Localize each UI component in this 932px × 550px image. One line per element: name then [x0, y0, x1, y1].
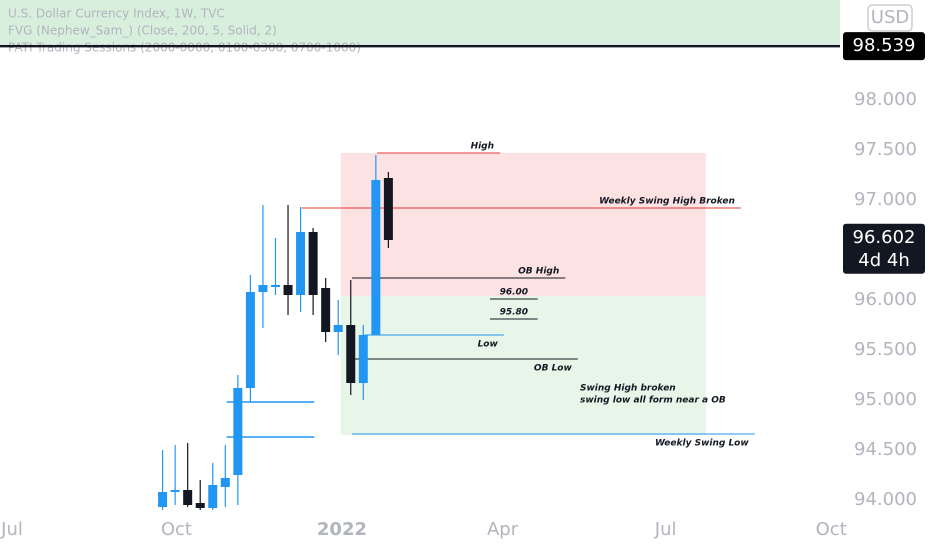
y-tick-label: 95.500	[854, 339, 917, 360]
candle-body	[220, 478, 230, 487]
annotation-label: Weekly Swing High Broken	[599, 197, 735, 207]
candle-body	[195, 503, 205, 508]
x-tick-label: Jul	[0, 519, 23, 540]
x-tick-label: Apr	[487, 519, 519, 540]
x-tick-label: 2022	[317, 519, 367, 540]
legend-indicator: PATI Trading Sessions (2000-0000, 0100-0…	[8, 41, 361, 55]
candle-body	[321, 288, 331, 332]
note: Swing High broken	[580, 384, 676, 394]
annotation-label: Weekly Swing Low	[655, 439, 749, 449]
candle-body	[333, 325, 343, 332]
legend-title: U.S. Dollar Currency Index, 1W, TVC	[8, 7, 225, 21]
y-tick-label: 95.000	[854, 389, 917, 410]
countdown: 4d 4h	[858, 250, 909, 271]
price-tag-label: 98.539	[853, 35, 916, 56]
candle-body	[245, 292, 255, 388]
candle-body	[183, 490, 193, 505]
last-price-tag	[843, 223, 925, 274]
x-tick-label: Oct	[816, 519, 847, 540]
candle-body	[346, 325, 356, 383]
y-tick-label: 94.500	[854, 439, 917, 460]
last-price-label: 96.602	[853, 227, 916, 248]
candle-body	[258, 285, 268, 292]
legend-indicator: FVG (Nephew_Sam_) (Close, 200, 5, Solid,…	[8, 24, 277, 38]
note: swing low all form near a OB	[580, 396, 726, 406]
price-tag	[843, 32, 925, 61]
y-tick-label: 96.000	[854, 289, 917, 310]
y-tick-label: 97.000	[854, 189, 917, 210]
annotation-label: 96.00	[500, 288, 528, 298]
candle-body	[296, 232, 306, 295]
annotation-label: High	[471, 142, 494, 152]
candle-body	[358, 335, 368, 383]
x-tick-label: Jul	[654, 519, 677, 540]
candle-body	[208, 485, 218, 508]
currency-box[interactable]	[867, 4, 913, 32]
candle-body	[158, 492, 168, 507]
annotation-label: Low	[478, 340, 499, 350]
candle-body	[383, 178, 393, 240]
candle-body	[170, 490, 180, 492]
zone	[340, 153, 706, 296]
x-tick-label: Oct	[161, 519, 192, 540]
candle-body	[308, 232, 318, 295]
annotation-label: 95.80	[500, 308, 528, 318]
currency[interactable]: USD	[871, 7, 909, 28]
candle-body	[283, 285, 293, 295]
y-tick-label: 98.000	[854, 89, 917, 110]
y-tick-label: 94.000	[854, 489, 917, 510]
y-tick-label: 97.500	[854, 139, 917, 160]
annotation-label: OB High	[518, 267, 559, 277]
candle-body	[233, 388, 243, 475]
zone	[0, 0, 840, 44]
annotation-label: OB Low	[534, 364, 573, 374]
candle-body	[371, 180, 381, 335]
candle-body	[270, 285, 280, 287]
